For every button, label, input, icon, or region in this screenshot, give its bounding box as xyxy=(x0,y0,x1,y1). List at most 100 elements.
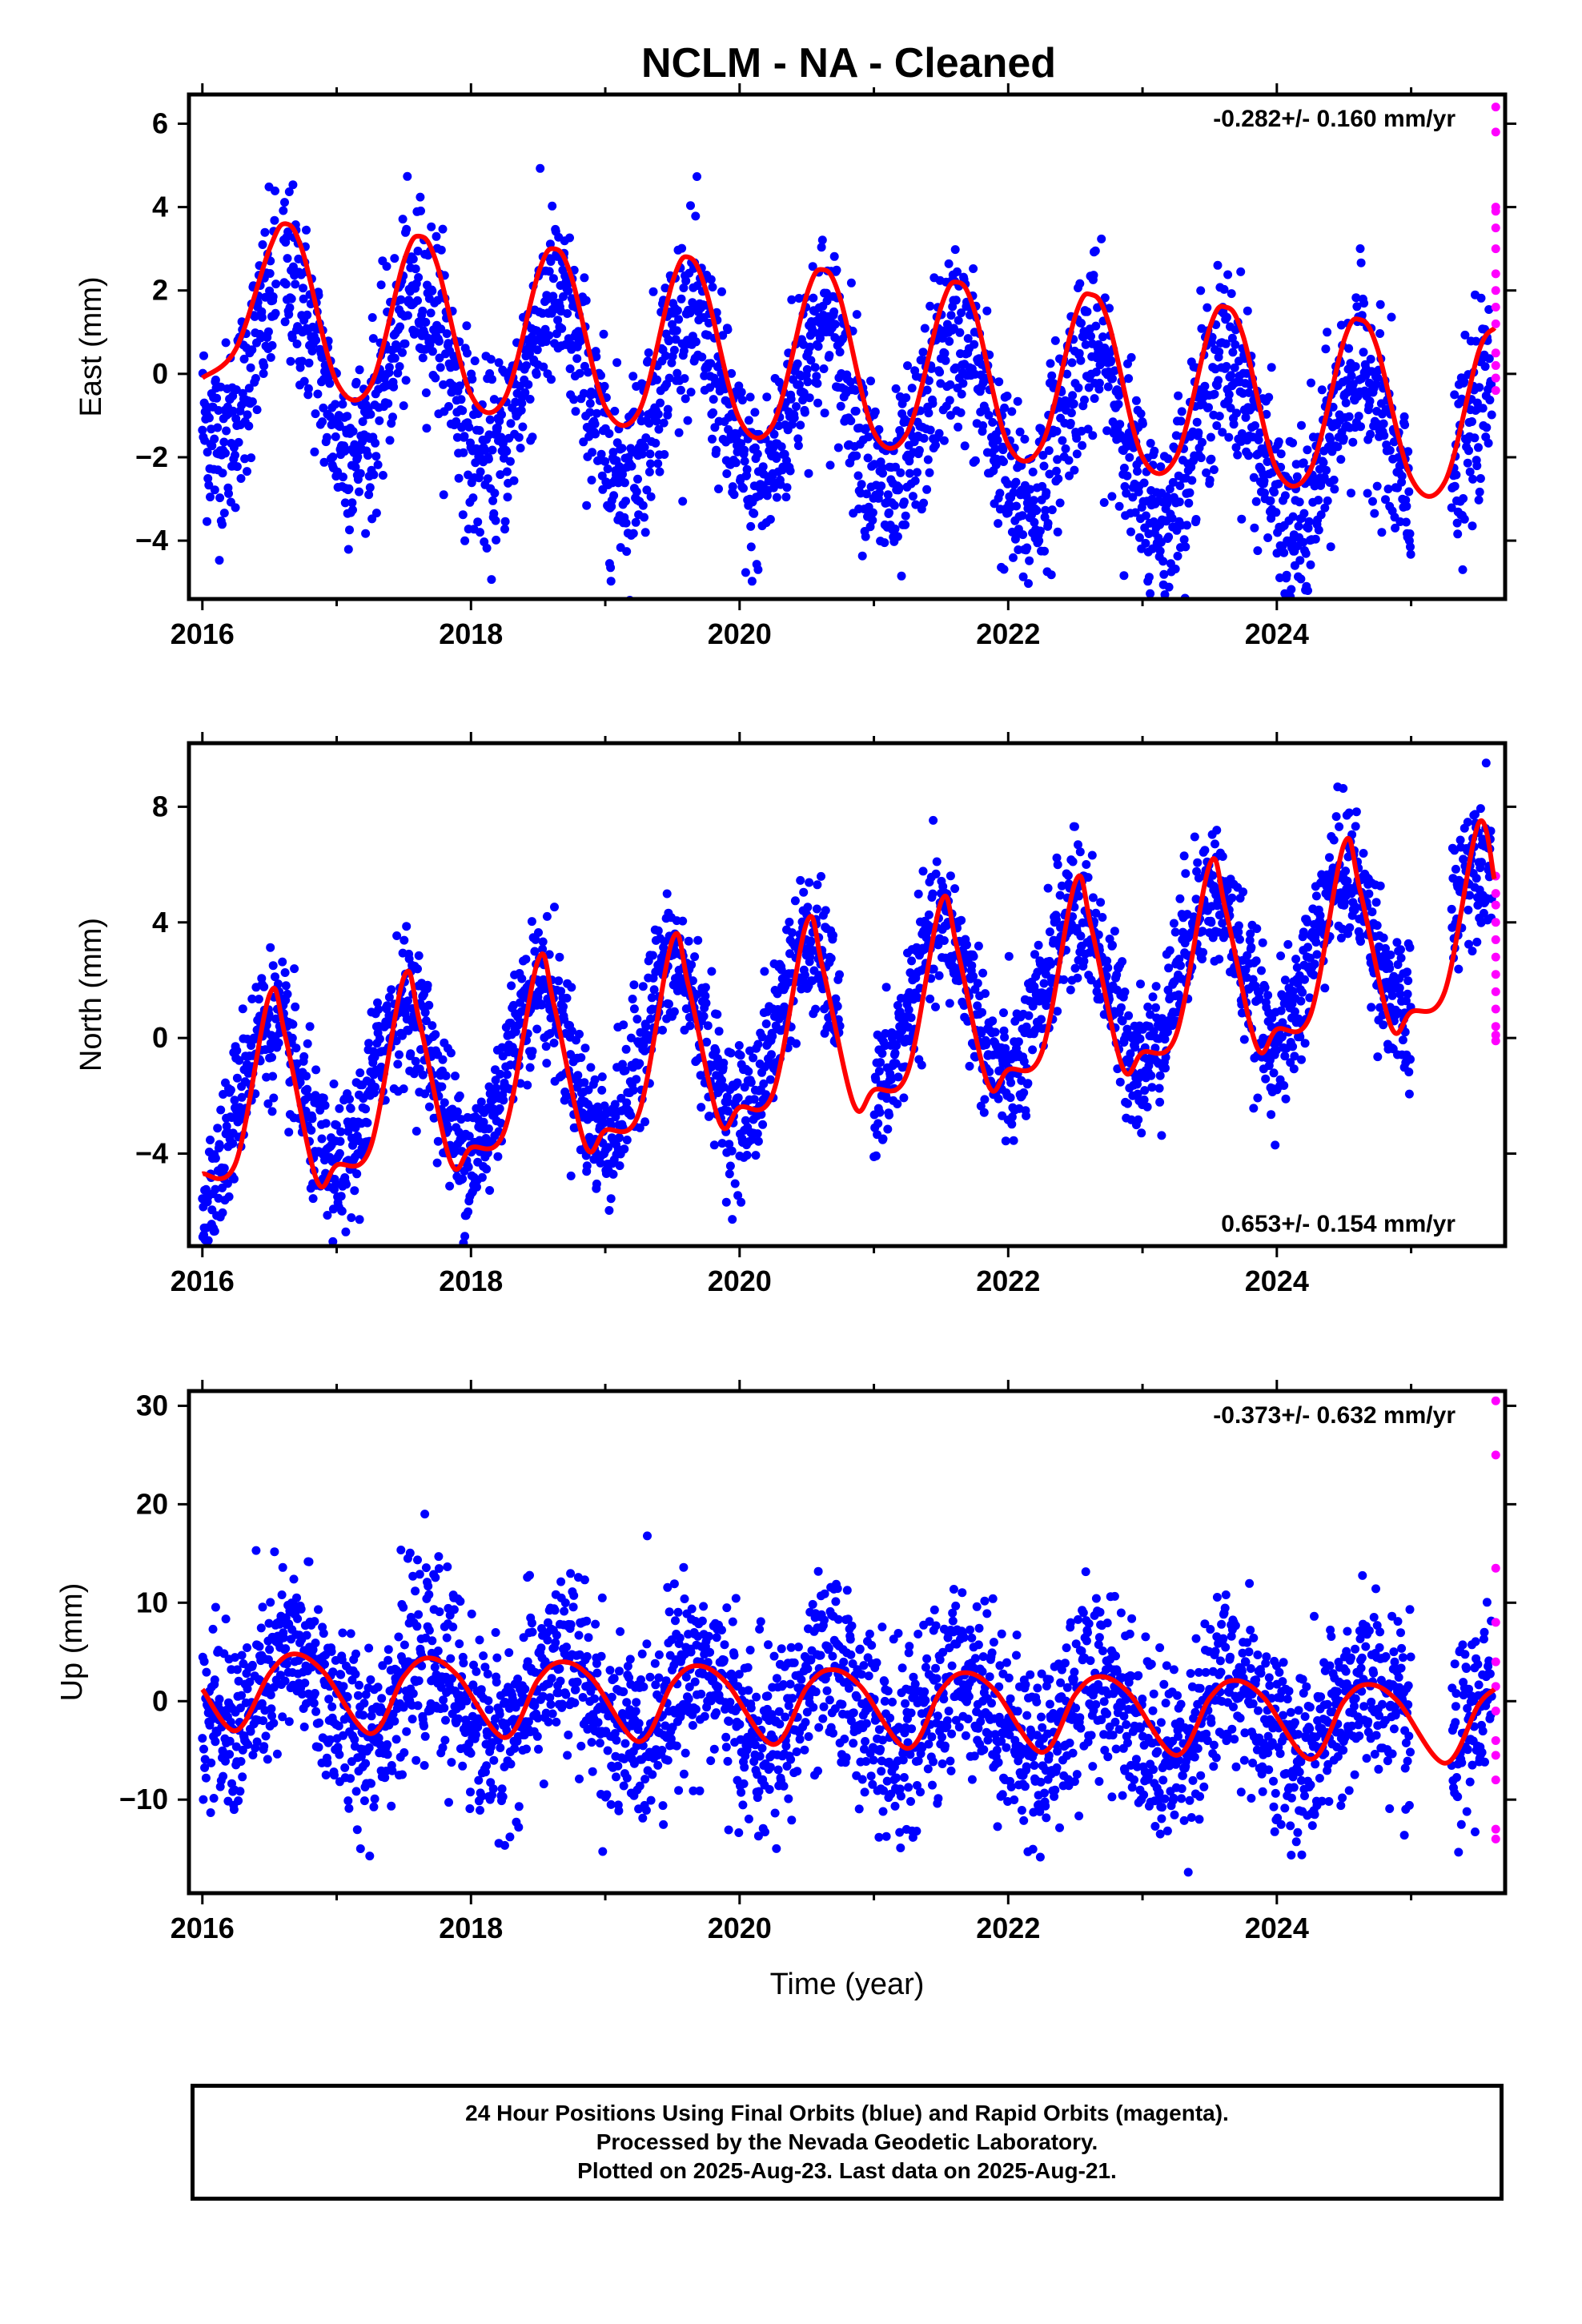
final-orbit-point xyxy=(946,311,956,320)
final-orbit-point xyxy=(585,399,595,408)
final-orbit-point xyxy=(421,1016,431,1026)
final-orbit-point xyxy=(876,1058,885,1068)
final-orbit-point xyxy=(317,1134,327,1144)
final-orbit-point xyxy=(331,1120,341,1130)
final-orbit-point xyxy=(1276,449,1286,459)
final-orbit-point xyxy=(994,1094,1003,1104)
final-orbit-point xyxy=(612,470,620,480)
final-orbit-point xyxy=(999,1008,1008,1018)
final-orbit-point xyxy=(1030,517,1039,527)
final-orbit-point xyxy=(545,239,555,249)
final-orbit-point xyxy=(451,1072,460,1081)
final-orbit-point xyxy=(219,509,229,518)
final-orbit-point xyxy=(348,427,358,436)
final-orbit-point xyxy=(631,517,640,527)
final-orbit-point xyxy=(890,525,900,533)
final-orbit-point xyxy=(706,275,716,284)
final-orbit-point xyxy=(587,476,596,485)
final-orbit-point xyxy=(516,405,526,415)
rapid-orbit-point xyxy=(1491,269,1500,279)
final-orbit-point xyxy=(259,982,269,991)
final-orbit-point xyxy=(665,336,673,346)
final-orbit-point xyxy=(1391,523,1400,533)
final-orbit-point xyxy=(922,485,932,494)
final-orbit-point xyxy=(1146,1071,1156,1080)
final-orbit-point xyxy=(311,409,320,419)
final-orbit-point xyxy=(1098,332,1107,342)
final-orbit-point xyxy=(1227,289,1236,299)
final-orbit-point xyxy=(1379,431,1389,440)
final-orbit-point xyxy=(486,355,496,364)
final-orbit-point xyxy=(1253,1093,1263,1103)
final-orbit-point xyxy=(404,1026,413,1035)
final-orbit-point xyxy=(311,336,321,345)
final-orbit-point xyxy=(615,1133,624,1143)
final-orbit-point xyxy=(681,394,690,404)
final-orbit-point xyxy=(335,1104,344,1113)
final-orbit-point xyxy=(458,406,468,416)
final-orbit-point xyxy=(1263,457,1272,466)
final-orbit-point xyxy=(1218,919,1227,928)
final-orbit-point xyxy=(727,368,737,378)
final-orbit-point xyxy=(691,337,701,347)
final-orbit-point xyxy=(1006,1078,1016,1088)
final-orbit-point xyxy=(1194,428,1203,437)
final-orbit-point xyxy=(680,374,689,384)
final-orbit-point xyxy=(528,432,537,442)
final-orbit-point xyxy=(199,351,208,360)
final-orbit-point xyxy=(1004,951,1014,961)
final-orbit-point xyxy=(642,485,652,495)
final-orbit-point xyxy=(809,328,819,337)
final-orbit-point xyxy=(830,320,840,329)
final-orbit-point xyxy=(744,416,753,425)
rapid-orbit-point xyxy=(1491,286,1500,296)
final-orbit-point xyxy=(455,381,464,391)
final-orbit-point xyxy=(206,493,215,502)
final-orbit-point xyxy=(422,424,432,433)
final-orbit-point xyxy=(1184,498,1194,508)
final-orbit-point xyxy=(796,420,805,430)
final-orbit-point xyxy=(470,356,480,366)
final-orbit-point xyxy=(1179,851,1189,861)
final-orbit-point xyxy=(885,1110,893,1120)
final-orbit-point xyxy=(1007,407,1017,416)
rapid-orbit-point xyxy=(1491,319,1500,328)
final-orbit-point xyxy=(1219,284,1229,294)
final-orbit-point xyxy=(608,448,618,457)
final-orbit-point xyxy=(984,411,994,420)
final-orbit-point xyxy=(1130,508,1140,517)
final-orbit-point xyxy=(322,432,331,442)
final-orbit-point xyxy=(1018,530,1028,540)
final-orbit-point xyxy=(1115,420,1125,429)
final-orbit-point xyxy=(878,468,887,478)
final-orbit-point xyxy=(1169,919,1178,928)
final-orbit-point xyxy=(263,1099,273,1108)
final-orbit-point xyxy=(785,466,795,476)
final-orbit-point xyxy=(926,425,935,435)
final-orbit-point xyxy=(1379,419,1388,428)
final-orbit-point xyxy=(1299,537,1308,547)
final-orbit-point xyxy=(711,1046,721,1055)
final-orbit-point xyxy=(1058,436,1067,445)
final-orbit-point xyxy=(709,1140,719,1150)
final-orbit-point xyxy=(424,1102,434,1112)
final-orbit-point xyxy=(385,436,395,445)
final-orbit-point xyxy=(621,1044,631,1054)
final-orbit-point xyxy=(454,473,464,483)
final-orbit-point xyxy=(460,536,470,545)
final-orbit-point xyxy=(813,398,822,408)
rapid-orbit-point xyxy=(1491,348,1500,358)
final-orbit-point xyxy=(1242,368,1251,378)
final-orbit-point xyxy=(1091,368,1101,376)
final-orbit-point xyxy=(348,505,357,515)
final-orbit-point xyxy=(203,517,211,526)
final-orbit-point xyxy=(701,983,710,992)
final-orbit-point xyxy=(653,459,663,468)
final-orbit-point xyxy=(432,231,441,241)
final-orbit-point xyxy=(340,498,350,508)
final-orbit-point xyxy=(224,1192,234,1201)
final-orbit-point xyxy=(219,437,229,447)
final-orbit-point xyxy=(1373,373,1383,383)
final-orbit-point xyxy=(1158,1014,1166,1023)
final-orbit-point xyxy=(1147,1083,1157,1092)
